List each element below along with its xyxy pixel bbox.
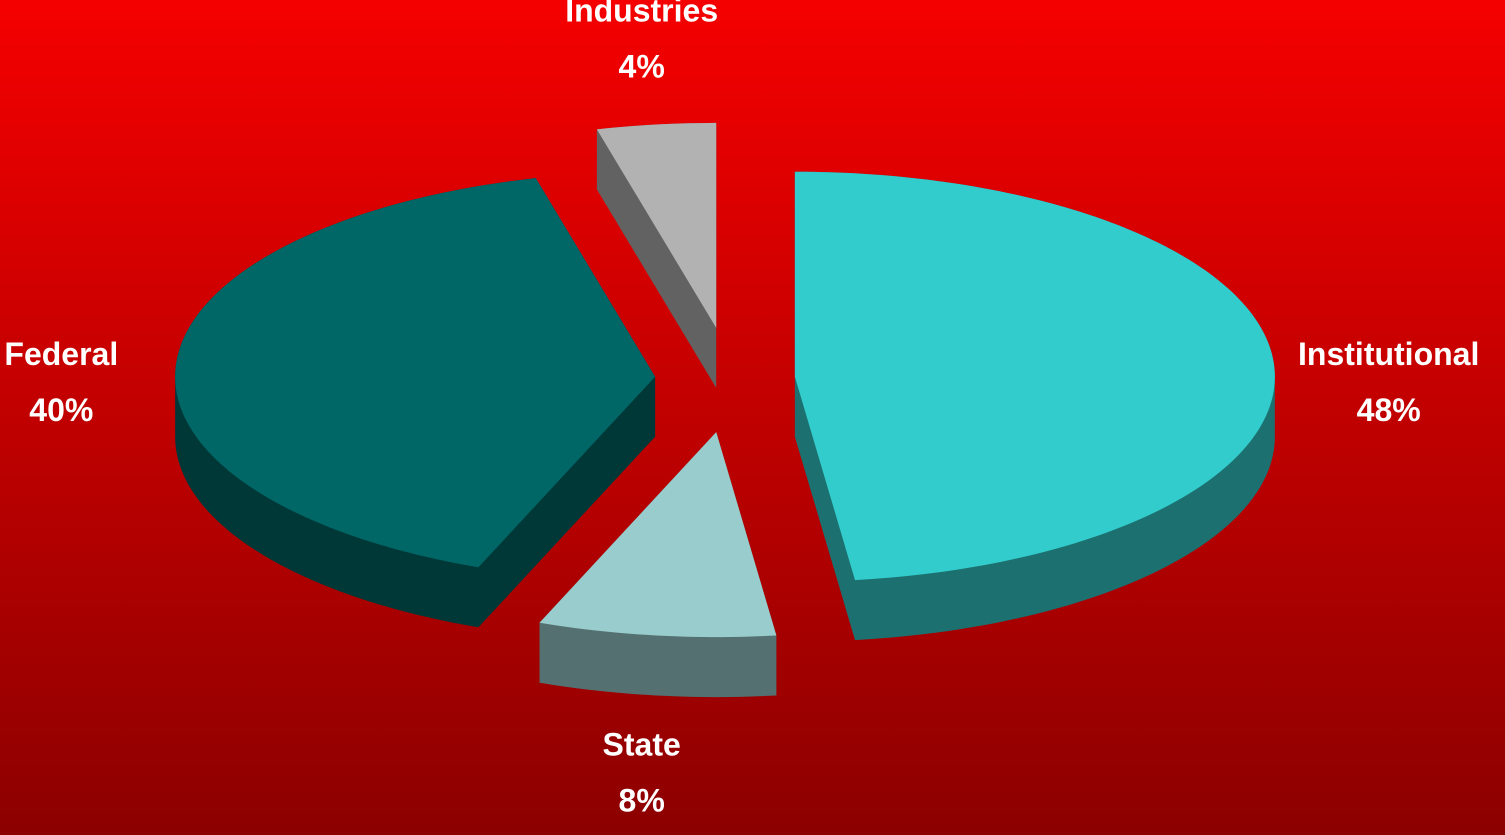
slice-label: State [603, 727, 681, 763]
slice-label: Federal [4, 336, 118, 372]
slice-value-label: 8% [619, 783, 665, 819]
slice-value-label: 48% [1357, 392, 1421, 428]
slice-value-label: 40% [29, 392, 93, 428]
slice-value-label: 4% [619, 48, 665, 84]
slice-label: Institutional [1298, 336, 1479, 372]
slice [794, 171, 1275, 581]
slice [175, 178, 656, 568]
slice-label: Industries [565, 0, 718, 28]
slice [596, 122, 717, 328]
slice [539, 432, 777, 638]
